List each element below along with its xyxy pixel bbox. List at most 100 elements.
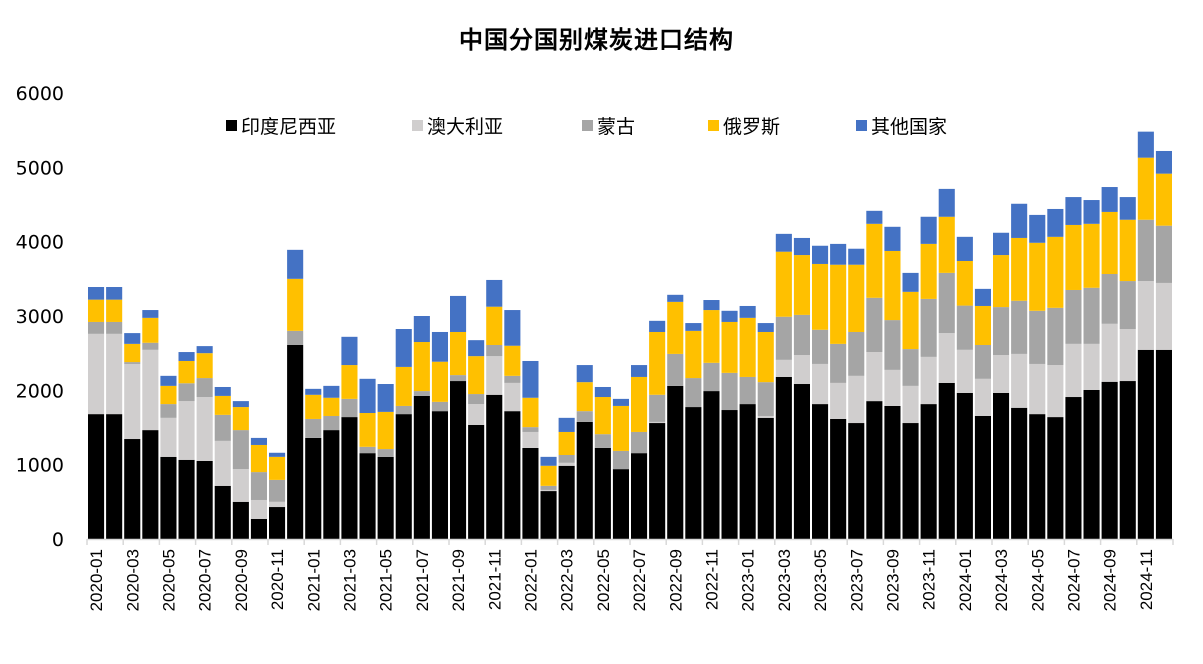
bar-indonesia xyxy=(1047,417,1064,539)
bar-indonesia xyxy=(721,410,738,539)
bar-other xyxy=(142,310,159,318)
bars xyxy=(88,131,1172,539)
x-tick-label: 2023-01 xyxy=(739,549,758,611)
bar-australia xyxy=(214,440,231,486)
bar-indonesia xyxy=(993,392,1010,539)
bar-mongolia xyxy=(594,434,611,448)
y-tick-label: 5000 xyxy=(16,157,64,179)
bar-australia xyxy=(1047,365,1064,418)
bar-stack-2022-09 xyxy=(667,294,684,539)
bar-stack-2020-01 xyxy=(88,287,105,539)
bar-mongolia xyxy=(305,418,322,438)
bar-other xyxy=(974,288,991,306)
bar-indonesia xyxy=(848,423,865,539)
bar-indonesia xyxy=(612,469,629,539)
bar-mongolia xyxy=(902,349,919,386)
bar-mongolia xyxy=(830,343,847,383)
bar-indonesia xyxy=(866,401,883,539)
bar-australia xyxy=(124,363,141,440)
bar-mongolia xyxy=(232,430,249,470)
bar-other xyxy=(377,384,394,412)
bar-other xyxy=(956,236,973,261)
bar-other xyxy=(269,452,286,457)
x-tick-label: 2023-05 xyxy=(811,549,830,611)
bar-stack-2023-07 xyxy=(848,248,865,539)
bar-stack-2022-01 xyxy=(522,360,539,539)
x-tick-label: 2021-01 xyxy=(304,549,323,611)
legend-item-russia: 俄罗斯 xyxy=(708,112,856,139)
bar-indonesia xyxy=(1101,381,1118,539)
bar-stack-2023-08 xyxy=(866,210,883,539)
bar-other xyxy=(739,305,756,318)
bar-mongolia xyxy=(576,411,593,422)
bar-indonesia xyxy=(775,376,792,539)
bar-indonesia xyxy=(359,453,376,539)
bar-mongolia xyxy=(468,394,485,405)
bar-australia xyxy=(902,385,919,424)
legend-item-indonesia: 印度尼西亚 xyxy=(226,112,412,139)
bar-russia xyxy=(938,216,955,273)
y-tick-label: 6000 xyxy=(16,83,64,105)
legend-swatch-russia xyxy=(708,120,719,131)
bar-russia xyxy=(1065,224,1082,290)
bar-stack-2020-09 xyxy=(232,401,249,539)
bar-australia xyxy=(993,355,1010,393)
bar-mongolia xyxy=(214,414,231,441)
bar-other xyxy=(1029,214,1046,243)
bar-indonesia xyxy=(703,391,720,539)
bar-indonesia xyxy=(956,392,973,539)
bar-other xyxy=(721,310,738,322)
bar-indonesia xyxy=(196,460,213,539)
bar-mongolia xyxy=(993,307,1010,356)
x-tick-label: 2022-05 xyxy=(594,549,613,611)
bar-russia xyxy=(902,291,919,350)
bar-other xyxy=(1119,197,1136,220)
legend-label-russia: 俄罗斯 xyxy=(723,116,781,138)
bar-russia xyxy=(703,310,720,363)
bar-mongolia xyxy=(160,404,177,418)
bar-indonesia xyxy=(830,418,847,539)
bar-other xyxy=(124,333,141,344)
bar-australia xyxy=(269,501,286,508)
bar-russia xyxy=(884,250,901,321)
bar-stack-2022-06 xyxy=(612,398,629,539)
bar-indonesia xyxy=(377,456,394,539)
bar-stack-2023-12 xyxy=(938,188,955,539)
bar-mongolia xyxy=(739,376,756,405)
bar-australia xyxy=(884,369,901,406)
bar-russia xyxy=(1155,173,1172,226)
bar-stack-2020-05 xyxy=(160,375,177,539)
bar-stack-2024-04 xyxy=(1011,203,1028,539)
bar-russia xyxy=(1101,211,1118,274)
bar-stack-2024-12 xyxy=(1155,150,1172,539)
bar-stack-2021-01 xyxy=(305,388,322,539)
bar-indonesia xyxy=(269,507,286,539)
bar-russia xyxy=(214,395,231,415)
bar-stack-2024-08 xyxy=(1083,200,1100,539)
x-tick-label: 2024-07 xyxy=(1064,549,1083,611)
bar-other xyxy=(993,232,1010,256)
bar-indonesia xyxy=(395,414,412,539)
bar-other xyxy=(1047,208,1064,237)
bar-russia xyxy=(413,342,430,392)
bar-stack-2022-08 xyxy=(649,320,666,539)
bar-russia xyxy=(1119,219,1136,282)
bar-mongolia xyxy=(413,391,430,396)
bar-australia xyxy=(866,352,883,402)
bar-indonesia xyxy=(486,394,503,539)
bar-other xyxy=(757,323,774,332)
bar-indonesia xyxy=(558,465,575,539)
bar-other xyxy=(250,437,267,445)
bar-russia xyxy=(558,431,575,455)
bar-indonesia xyxy=(504,411,521,539)
bar-russia xyxy=(830,264,847,344)
bar-indonesia xyxy=(1155,349,1172,539)
bar-russia xyxy=(341,365,358,399)
bar-russia xyxy=(250,444,267,473)
bar-russia xyxy=(649,331,666,395)
x-tick-label: 2021-07 xyxy=(413,549,432,611)
bar-russia xyxy=(721,321,738,373)
bar-russia xyxy=(196,353,213,379)
bar-mongolia xyxy=(757,382,774,416)
x-tick-label: 2020-09 xyxy=(232,549,251,611)
